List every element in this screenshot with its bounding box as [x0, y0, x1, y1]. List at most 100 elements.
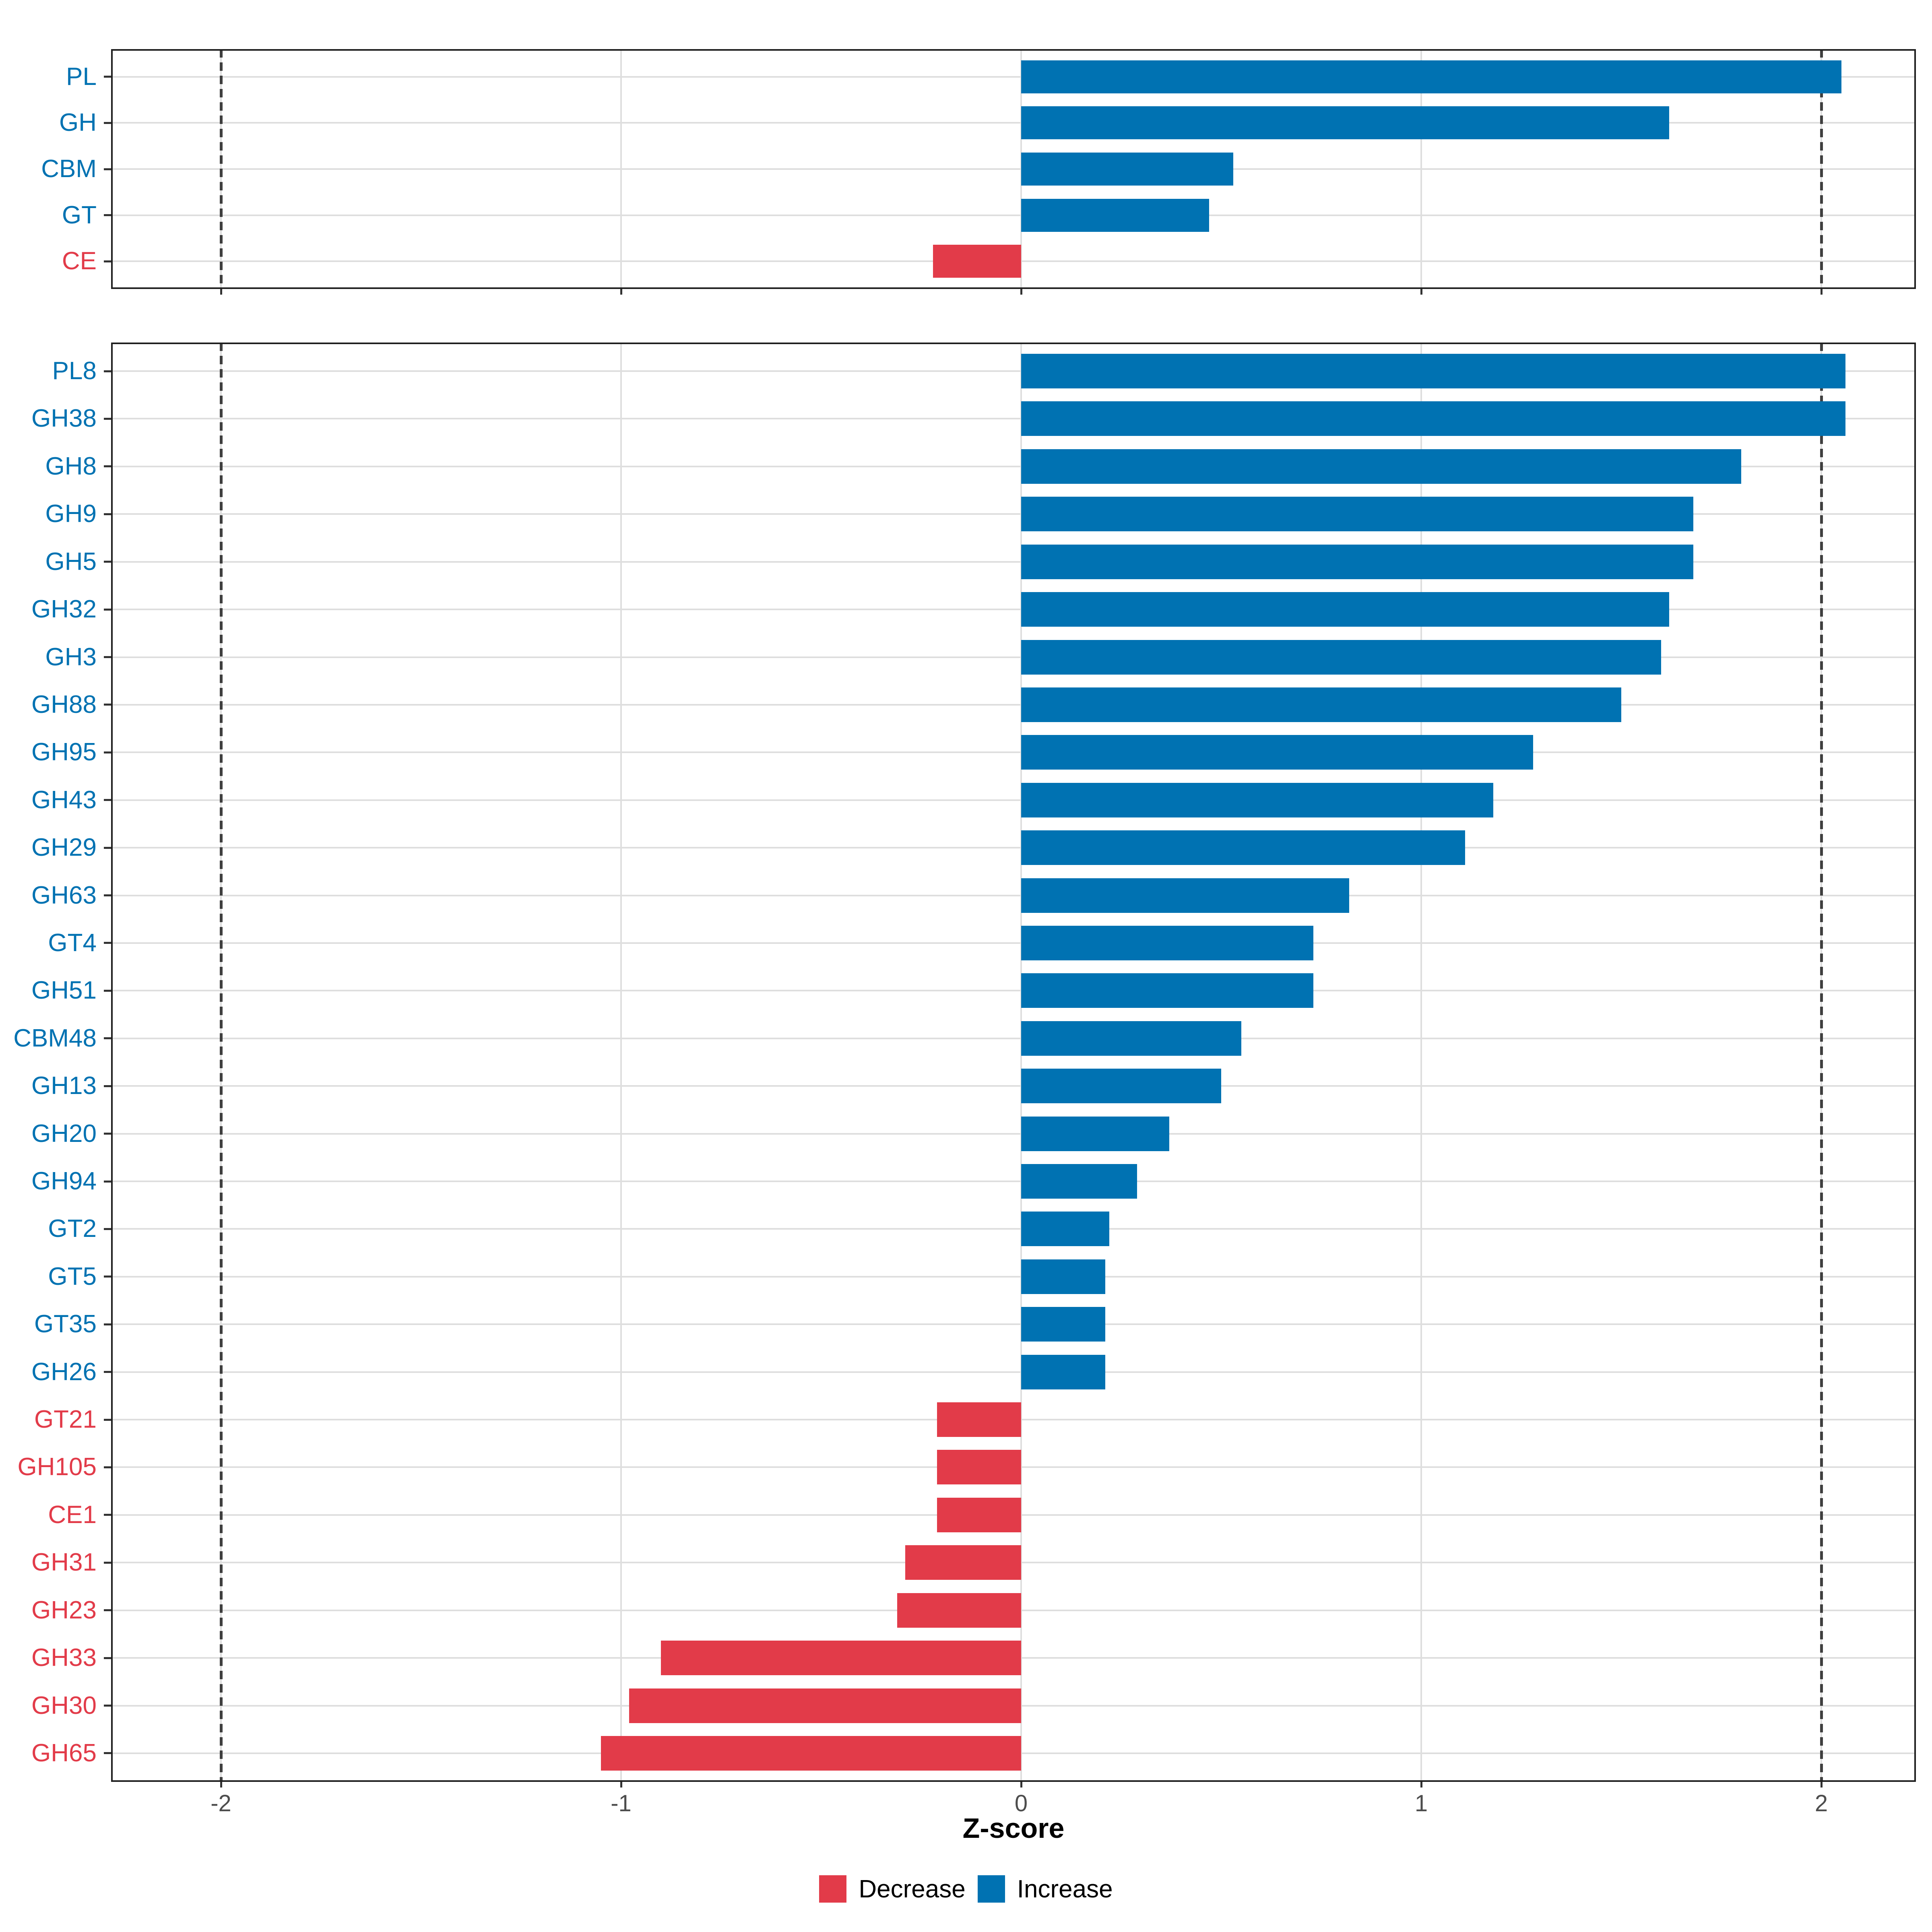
bar-GT5	[1021, 1259, 1105, 1294]
category-label-GT4: GT4	[48, 929, 97, 957]
y-tick-CBM48	[104, 1037, 111, 1040]
category-label-CBM48: CBM48	[13, 1024, 97, 1052]
category-label-GH33: GH33	[31, 1644, 97, 1672]
y-tick-GH94	[104, 1180, 111, 1183]
dashed-guide--2	[219, 49, 223, 289]
x-tick-cazyme-families-0	[1020, 1782, 1022, 1788]
category-label-GH43: GH43	[31, 786, 97, 814]
bar-CE	[933, 245, 1021, 278]
x-tick-label--2: -2	[211, 1790, 231, 1816]
category-label-GH8: GH8	[45, 452, 97, 480]
y-tick-GT2	[104, 1228, 111, 1230]
bar-GH3	[1021, 640, 1662, 675]
bar-GH13	[1021, 1069, 1221, 1104]
category-label-GH51: GH51	[31, 976, 97, 1005]
category-label-PL8: PL8	[52, 357, 97, 385]
category-label-GT5: GT5	[48, 1262, 97, 1290]
gridline-y-GH13	[111, 1085, 1916, 1087]
y-tick-CBM	[104, 168, 111, 170]
category-label-GH94: GH94	[31, 1167, 97, 1195]
gridline-y-GH26	[111, 1371, 1916, 1373]
y-tick-GH38	[104, 417, 111, 420]
y-tick-GH32	[104, 608, 111, 611]
x-tick-cazyme-classes-0	[1020, 289, 1022, 295]
category-label-GH3: GH3	[45, 643, 97, 671]
y-tick-CE1	[104, 1514, 111, 1516]
category-label-GH20: GH20	[31, 1119, 97, 1148]
bar-GH51	[1021, 973, 1313, 1008]
gridline-y-GH88	[111, 704, 1916, 706]
bar-GH63	[1021, 878, 1350, 913]
y-tick-GH9	[104, 513, 111, 515]
bar-GT21	[937, 1402, 1021, 1437]
x-tick-cazyme-families--1	[620, 1782, 622, 1788]
x-tick-label-1: 1	[1414, 1790, 1428, 1816]
y-tick-GH13	[104, 1085, 111, 1087]
x-tick-label-0: 0	[1014, 1790, 1028, 1816]
legend: Decrease Increase	[0, 1871, 1932, 1907]
y-tick-GT21	[104, 1418, 111, 1421]
x-tick-cazyme-families-2	[1820, 1782, 1823, 1788]
y-tick-GH31	[104, 1561, 111, 1564]
category-label-GH65: GH65	[31, 1739, 97, 1767]
gridline-x--1	[620, 343, 622, 1782]
category-label-GH: GH	[59, 109, 97, 137]
gridline-y-GH20	[111, 1133, 1916, 1135]
category-label-GT2: GT2	[48, 1215, 97, 1243]
gridline-y-CBM	[111, 168, 1916, 170]
bar-GH31	[905, 1545, 1021, 1580]
y-tick-GH33	[104, 1657, 111, 1659]
gridline-y-GH5	[111, 561, 1916, 563]
gridline-y-GH32	[111, 609, 1916, 611]
category-label-GH13: GH13	[31, 1072, 97, 1100]
y-tick-GH95	[104, 751, 111, 753]
category-label-CE: CE	[62, 247, 97, 275]
y-tick-GH29	[104, 846, 111, 849]
gridline-y-GH29	[111, 847, 1916, 849]
x-tick-cazyme-families-1	[1420, 1782, 1422, 1788]
category-label-GH9: GH9	[45, 500, 97, 528]
category-label-GH95: GH95	[31, 738, 97, 766]
bar-GH94	[1021, 1164, 1137, 1199]
legend-label-decrease: Decrease	[859, 1875, 966, 1903]
category-label-PL: PL	[66, 62, 97, 91]
gridline-y-GT4	[111, 942, 1916, 944]
x-tick-label--1: -1	[611, 1790, 632, 1816]
x-tick-cazyme-classes--1	[620, 289, 622, 295]
legend-key-decrease	[819, 1875, 847, 1903]
y-tick-PL	[104, 76, 111, 78]
bar-GH105	[937, 1450, 1021, 1485]
y-tick-GH51	[104, 989, 111, 992]
gridline-y-CBM48	[111, 1037, 1916, 1039]
y-tick-GH105	[104, 1466, 111, 1468]
gridline-y-GH43	[111, 799, 1916, 801]
category-label-GH105: GH105	[17, 1453, 97, 1481]
bar-GH29	[1021, 830, 1466, 865]
category-label-GH63: GH63	[31, 881, 97, 909]
gridline-y-GH94	[111, 1181, 1916, 1183]
bar-GH65	[601, 1736, 1021, 1771]
category-label-GH38: GH38	[31, 405, 97, 433]
y-tick-GH63	[104, 894, 111, 897]
gridline-y-PL	[111, 76, 1916, 78]
x-tick-cazyme-classes-1	[1420, 289, 1422, 295]
y-tick-GT4	[104, 942, 111, 944]
y-tick-GH5	[104, 561, 111, 563]
y-tick-GH88	[104, 704, 111, 706]
bar-GH32	[1021, 592, 1670, 627]
gridline-x-1	[1420, 343, 1422, 1782]
category-label-GH31: GH31	[31, 1548, 97, 1577]
y-tick-GH3	[104, 656, 111, 658]
bar-GH95	[1021, 735, 1534, 770]
panel-border-cazyme-families	[111, 343, 1916, 1782]
gridline-y-GH9	[111, 513, 1916, 515]
bar-GH43	[1021, 782, 1493, 817]
x-tick-cazyme-classes--2	[220, 289, 222, 295]
y-tick-CE	[104, 260, 111, 262]
y-tick-GH23	[104, 1609, 111, 1612]
bar-CBM	[1021, 153, 1233, 186]
bar-GH30	[629, 1688, 1021, 1723]
bar-GH23	[897, 1593, 1021, 1628]
gridline-y-GH95	[111, 751, 1916, 753]
